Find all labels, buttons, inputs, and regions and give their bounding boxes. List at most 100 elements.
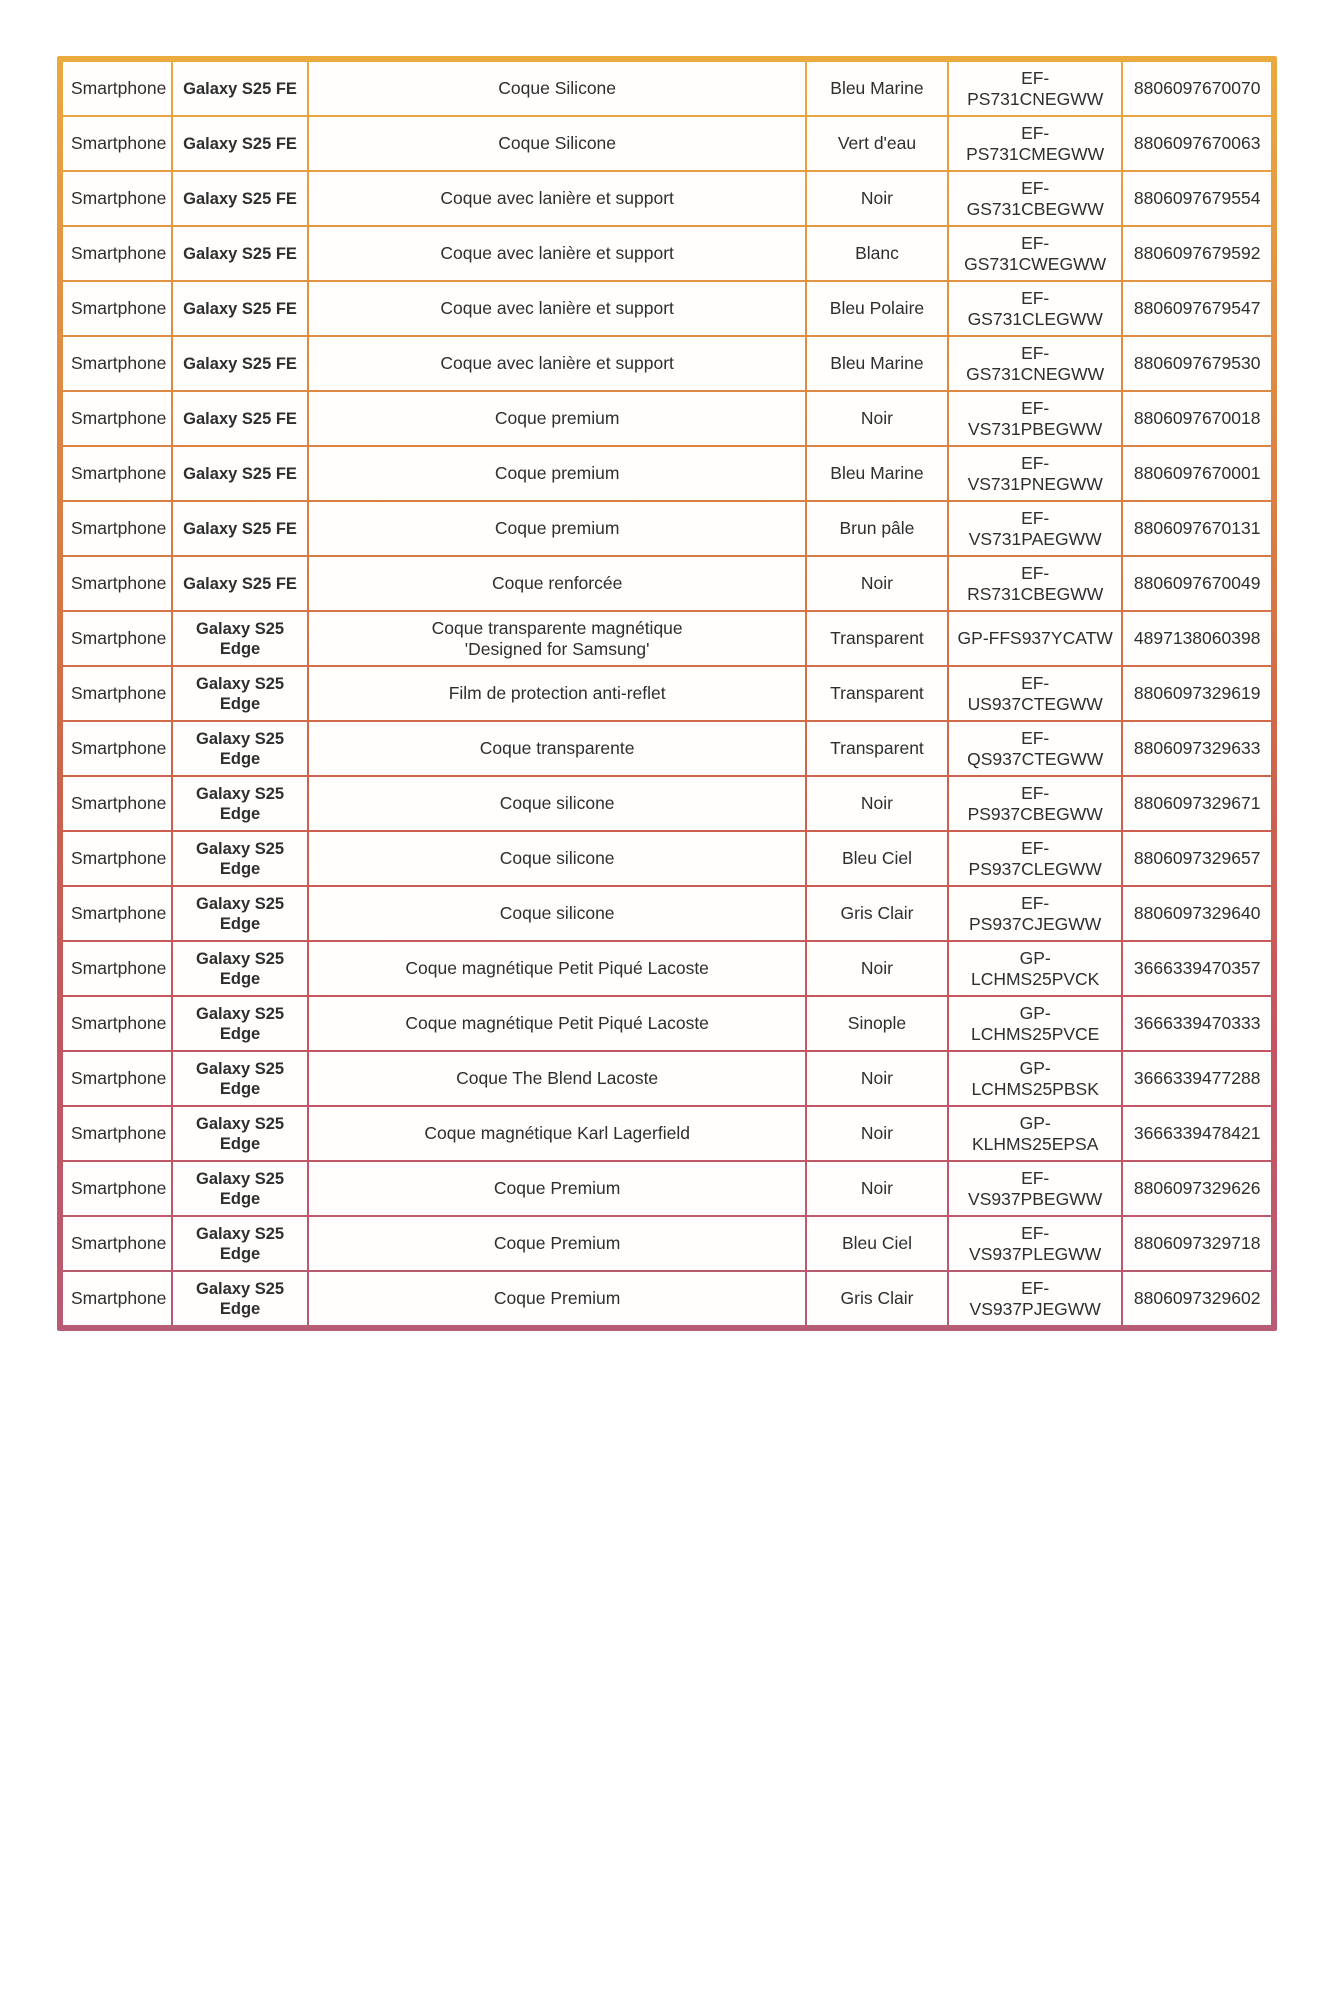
cell-color: Brun pâle — [806, 502, 947, 555]
cell-reference: EF-VS937PLEGWW — [948, 1217, 1122, 1270]
cell-ean: 8806097670131 — [1123, 502, 1271, 555]
accessories-table-frame: Smartphone Galaxy S25 FE Coque Silicone … — [57, 56, 1277, 1331]
table-row: Smartphone Galaxy S25 FE Coque renforcée… — [63, 557, 1271, 610]
cell-reference: EF-PS731CNEGWW — [948, 62, 1122, 115]
cell-ean: 8806097679547 — [1123, 282, 1271, 335]
cell-ean: 8806097679592 — [1123, 227, 1271, 280]
table-row: Smartphone Galaxy S25 Edge Coque Premium… — [63, 1217, 1271, 1270]
cell-category: Smartphone — [63, 62, 171, 115]
cell-category: Smartphone — [63, 227, 171, 280]
cell-color: Noir — [806, 172, 947, 225]
cell-model: Galaxy S25 FE — [172, 447, 308, 500]
cell-product: Coque premium — [309, 502, 805, 555]
cell-category: Smartphone — [63, 117, 171, 170]
table-row: Smartphone Galaxy S25 Edge Coque Premium… — [63, 1272, 1271, 1325]
cell-ean: 4897138060398 — [1123, 612, 1271, 665]
cell-ean: 8806097670049 — [1123, 557, 1271, 610]
cell-reference: GP-FFS937YCATW — [948, 612, 1122, 665]
table-row: Smartphone Galaxy S25 FE Coque premium N… — [63, 392, 1271, 445]
cell-color: Noir — [806, 942, 947, 995]
cell-reference: EF-GS731CNEGWW — [948, 337, 1122, 390]
cell-reference: EF-GS731CWEGWW — [948, 227, 1122, 280]
cell-color: Bleu Marine — [806, 62, 947, 115]
table-body: Smartphone Galaxy S25 FE Coque Silicone … — [63, 62, 1271, 1325]
cell-ean: 8806097679554 — [1123, 172, 1271, 225]
cell-model: Galaxy S25 FE — [172, 172, 308, 225]
cell-reference: EF-VS731PNEGWW — [948, 447, 1122, 500]
cell-category: Smartphone — [63, 667, 171, 720]
cell-category: Smartphone — [63, 1162, 171, 1215]
cell-model: Galaxy S25 Edge — [172, 997, 308, 1050]
cell-product: Coque silicone — [309, 777, 805, 830]
cell-ean: 3666339470357 — [1123, 942, 1271, 995]
cell-reference: EF-VS937PJEGWW — [948, 1272, 1122, 1325]
cell-ean: 8806097670070 — [1123, 62, 1271, 115]
cell-reference: EF-PS731CMEGWW — [948, 117, 1122, 170]
cell-product: Coque avec lanière et support — [309, 227, 805, 280]
cell-model: Galaxy S25 Edge — [172, 1217, 308, 1270]
cell-ean: 8806097329619 — [1123, 667, 1271, 720]
cell-color: Bleu Ciel — [806, 1217, 947, 1270]
cell-product: Coque renforcée — [309, 557, 805, 610]
cell-category: Smartphone — [63, 392, 171, 445]
table-row: Smartphone Galaxy S25 FE Coque Silicone … — [63, 62, 1271, 115]
cell-ean: 8806097329640 — [1123, 887, 1271, 940]
cell-model: Galaxy S25 FE — [172, 557, 308, 610]
table-row: Smartphone Galaxy S25 Edge Film de prote… — [63, 667, 1271, 720]
cell-model: Galaxy S25 Edge — [172, 612, 308, 665]
cell-ean: 8806097329626 — [1123, 1162, 1271, 1215]
cell-color: Transparent — [806, 722, 947, 775]
cell-product: Coque Premium — [309, 1217, 805, 1270]
cell-product: Coque avec lanière et support — [309, 282, 805, 335]
cell-category: Smartphone — [63, 1217, 171, 1270]
cell-category: Smartphone — [63, 777, 171, 830]
cell-ean: 8806097670018 — [1123, 392, 1271, 445]
table-row: Smartphone Galaxy S25 Edge Coque magnéti… — [63, 1107, 1271, 1160]
cell-color: Bleu Ciel — [806, 832, 947, 885]
cell-product: Coque magnétique Petit Piqué Lacoste — [309, 997, 805, 1050]
cell-product: Coque premium — [309, 447, 805, 500]
cell-product: Coque magnétique Karl Lagerfield — [309, 1107, 805, 1160]
cell-product: Coque Silicone — [309, 62, 805, 115]
accessories-table: Smartphone Galaxy S25 FE Coque Silicone … — [61, 60, 1273, 1327]
cell-color: Noir — [806, 1162, 947, 1215]
cell-model: Galaxy S25 Edge — [172, 1052, 308, 1105]
cell-model: Galaxy S25 FE — [172, 117, 308, 170]
cell-model: Galaxy S25 Edge — [172, 832, 308, 885]
cell-reference: EF-RS731CBEGWW — [948, 557, 1122, 610]
table-row: Smartphone Galaxy S25 FE Coque avec lani… — [63, 227, 1271, 280]
cell-category: Smartphone — [63, 502, 171, 555]
table-row: Smartphone Galaxy S25 Edge Coque Premium… — [63, 1162, 1271, 1215]
table-row: Smartphone Galaxy S25 Edge Coque silicon… — [63, 887, 1271, 940]
cell-category: Smartphone — [63, 337, 171, 390]
table-row: Smartphone Galaxy S25 FE Coque avec lani… — [63, 172, 1271, 225]
cell-reference: EF-VS937PBEGWW — [948, 1162, 1122, 1215]
cell-product: Coque The Blend Lacoste — [309, 1052, 805, 1105]
cell-color: Blanc — [806, 227, 947, 280]
cell-category: Smartphone — [63, 832, 171, 885]
cell-product: Coque Silicone — [309, 117, 805, 170]
cell-product: Coque avec lanière et support — [309, 172, 805, 225]
cell-color: Gris Clair — [806, 1272, 947, 1325]
cell-color: Bleu Marine — [806, 337, 947, 390]
table-row: Smartphone Galaxy S25 FE Coque avec lani… — [63, 337, 1271, 390]
cell-reference: EF-US937CTEGWW — [948, 667, 1122, 720]
table-row: Smartphone Galaxy S25 Edge Coque magnéti… — [63, 997, 1271, 1050]
cell-ean: 8806097670001 — [1123, 447, 1271, 500]
cell-color: Vert d'eau — [806, 117, 947, 170]
cell-category: Smartphone — [63, 997, 171, 1050]
cell-reference: EF-VS731PBEGWW — [948, 392, 1122, 445]
cell-ean: 8806097329657 — [1123, 832, 1271, 885]
cell-ean: 8806097329718 — [1123, 1217, 1271, 1270]
cell-model: Galaxy S25 FE — [172, 392, 308, 445]
table-row: Smartphone Galaxy S25 FE Coque premium B… — [63, 447, 1271, 500]
cell-product: Coque transparente — [309, 722, 805, 775]
cell-ean: 8806097679530 — [1123, 337, 1271, 390]
cell-model: Galaxy S25 FE — [172, 502, 308, 555]
cell-reference: GP-LCHMS25PVCE — [948, 997, 1122, 1050]
cell-ean: 8806097670063 — [1123, 117, 1271, 170]
cell-model: Galaxy S25 FE — [172, 62, 308, 115]
cell-model: Galaxy S25 FE — [172, 337, 308, 390]
cell-product: Coque avec lanière et support — [309, 337, 805, 390]
cell-ean: 8806097329633 — [1123, 722, 1271, 775]
